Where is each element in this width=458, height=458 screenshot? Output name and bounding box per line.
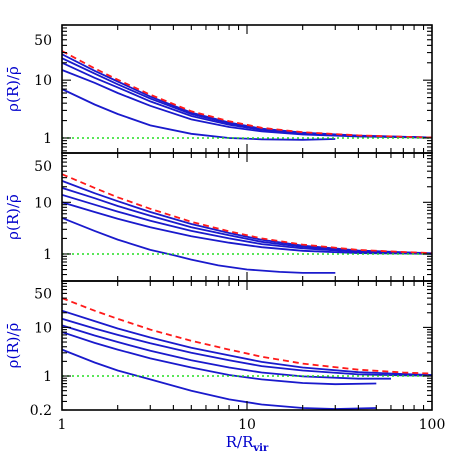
panel-2-series [62,173,432,274]
panel-3-y-tick-label: 1 [43,369,52,385]
panel-3-blue-line-3 [62,324,391,380]
panel-1-y-axis-label: ρ(R)/ρ̄ [4,66,22,112]
panel-1-frame [61,24,433,154]
panel-2-y-tick-label: 10 [34,195,52,211]
x-axis-label-main: R/R [226,433,254,451]
panel-3-red-line-6 [62,297,432,375]
panel-3-y-tick-label: 50 [34,286,52,302]
panel-1-blue-line-1 [62,88,336,141]
panel-3: 50 10 1 0.2 ρ(R)/ρ̄ [4,280,433,419]
panel-3-y-axis-label: ρ(R)/ρ̄ [4,322,22,368]
x-axis-label: R/Rvir [226,433,269,454]
panel-2-frame [61,152,433,282]
panel-1-y-tick-label: 1 [43,131,52,147]
panel-1-y-tick-label: 10 [34,73,52,89]
panel-1-red-line-6 [62,50,432,139]
x-tick-label: 1 [58,417,67,433]
panel-3-blue-line-4 [62,317,432,377]
panel-3-y-tick-label: 0.2 [30,403,52,419]
panel-2-y-axis-label: ρ(R)/ρ̄ [4,194,22,240]
panel-2-y-tick-label: 50 [34,159,52,175]
panel-2: 50 10 1 ρ(R)/ρ̄ [4,152,433,282]
panel-1: 50 10 1 ρ(R)/ρ̄ [4,24,433,154]
x-tick-label: 10 [238,417,256,433]
panel-2-y-tick-label: 1 [43,247,52,263]
x-axis-label-subscript: vir [252,443,269,454]
x-tick-label: 100 [419,417,446,433]
panel-3-blue-line-2 [62,331,377,386]
panel-3-y-tick-label: 10 [34,320,52,336]
panel-3-blue-line-5 [62,309,432,376]
panel-1-y-tick-label: 50 [34,33,52,49]
panel-3-blue-line-1 [62,348,377,410]
panel-1-series [62,50,432,141]
panel-2-blue-line-1 [62,217,336,274]
panel-3-frame [61,280,433,411]
x-axis-tick-labels: 1 10 100 [58,417,446,433]
panels: 50 10 1 ρ(R)/ρ̄ 50 10 1 ρ(R)/ρ̄ 50 10 1 0.2 ρ(R)/ρ̄ [4,24,433,419]
panel-2-blue-line-2 [62,201,432,255]
panel-3-series [62,297,432,410]
panel-1-blue-line-5 [62,53,432,139]
panel-2-red-line-6 [62,173,432,254]
